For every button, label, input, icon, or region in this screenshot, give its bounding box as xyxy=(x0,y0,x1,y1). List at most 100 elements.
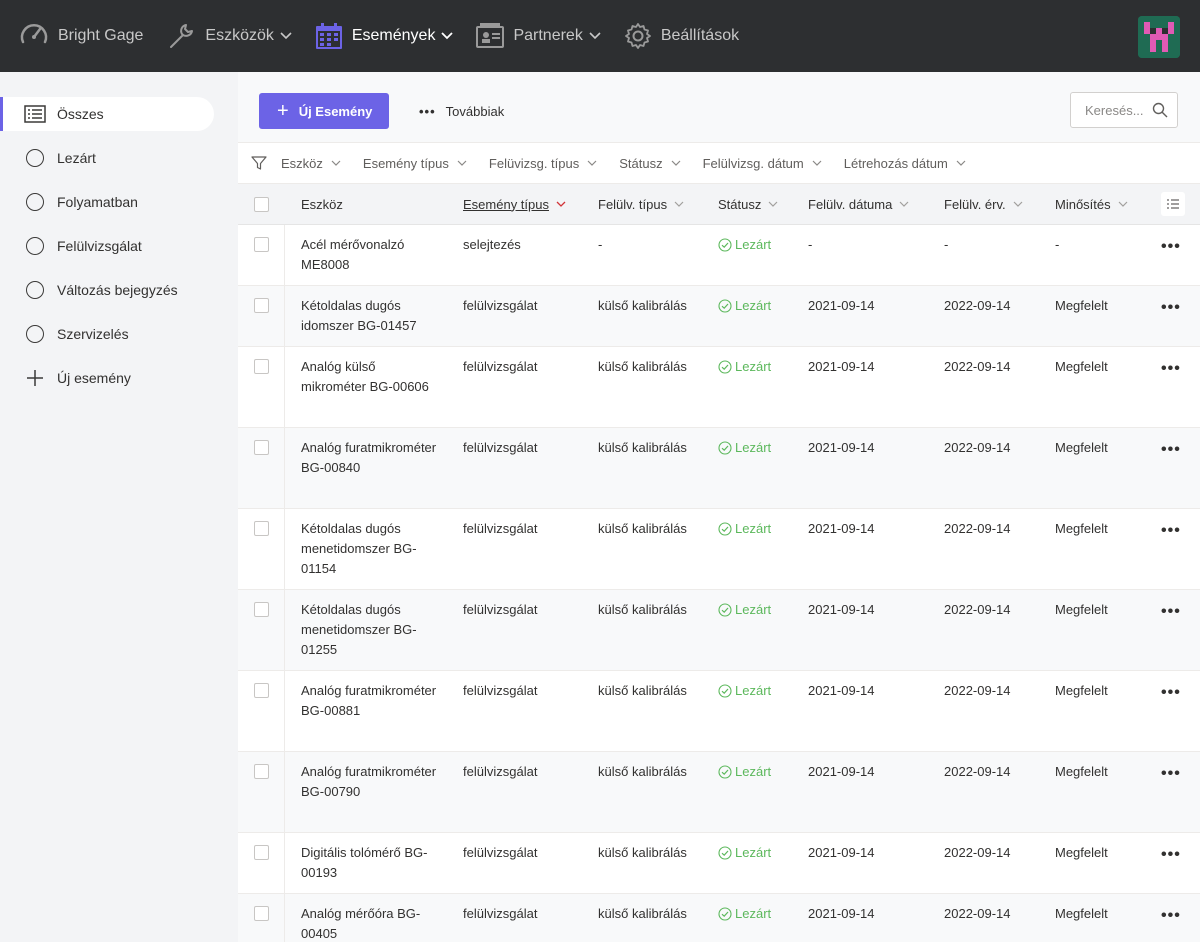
row-actions-icon[interactable]: ••• xyxy=(1161,238,1181,255)
column-header-felulv-datuma[interactable]: Felülv. dátuma xyxy=(808,184,909,224)
filter-eszkoz[interactable]: Eszköz xyxy=(281,156,341,171)
cell-valid-until: 2022-09-14 xyxy=(944,683,1011,698)
row-actions-icon[interactable]: ••• xyxy=(1161,441,1181,458)
check-circle-icon xyxy=(718,765,732,779)
search-box[interactable] xyxy=(1070,92,1178,128)
column-settings-icon[interactable] xyxy=(1161,192,1185,216)
sidebar-item-felulvizsgalat[interactable]: Felülvizsgálat xyxy=(0,229,214,263)
column-header-eszkoz[interactable]: Eszköz xyxy=(301,184,343,224)
cell-status: Lezárt xyxy=(718,357,771,377)
cell-status: Lezárt xyxy=(718,600,771,620)
cell-event-type: felülvizsgálat xyxy=(463,906,538,921)
column-header-felulv-erv[interactable]: Felülv. érv. xyxy=(944,184,1023,224)
filter-letrehozas-datum[interactable]: Létrehozás dátum xyxy=(844,156,966,171)
table-row[interactable]: Kétoldalas dugós menetidomszer BG-01255 f… xyxy=(238,590,1200,671)
row-checkbox[interactable] xyxy=(254,845,269,860)
row-checkbox[interactable] xyxy=(254,906,269,921)
cell-review-date: 2021-09-14 xyxy=(808,764,875,779)
chevron-down-icon xyxy=(457,160,467,166)
sidebar-item-label: Lezárt xyxy=(57,150,96,166)
row-actions-icon[interactable]: ••• xyxy=(1161,360,1181,377)
search-input[interactable] xyxy=(1083,93,1165,127)
row-checkbox[interactable] xyxy=(254,440,269,455)
row-actions-icon[interactable]: ••• xyxy=(1161,684,1181,701)
table-row[interactable]: Kétoldalas dugós idomszer BG-01457 felülv… xyxy=(238,286,1200,347)
toolbar: + Új Esemény ••• Továbbiak xyxy=(238,72,1200,142)
brand-name: Bright Gage xyxy=(58,27,144,44)
filter-icon[interactable] xyxy=(251,155,267,171)
row-checkbox[interactable] xyxy=(254,298,269,313)
row-actions-icon[interactable]: ••• xyxy=(1161,522,1181,539)
cell-tool: Analóg mérőóra BG-00405 xyxy=(301,906,421,941)
table-row[interactable]: Analóg furatmikrométer BG-00790 felülvizs… xyxy=(238,752,1200,833)
table-row[interactable]: Digitális tolómérő BG-00193 felülvizsgála… xyxy=(238,833,1200,894)
row-checkbox[interactable] xyxy=(254,602,269,617)
row-checkbox[interactable] xyxy=(254,764,269,779)
more-button[interactable]: ••• Továbbiak xyxy=(403,93,519,129)
cell-tool: Acél mérővonalzó ME8008 xyxy=(301,237,405,272)
cell-valid-until: 2022-09-14 xyxy=(944,764,1011,779)
table-row[interactable]: Analóg mérőóra BG-00405 felülvizsgálat kül… xyxy=(238,894,1200,942)
sidebar-item-folyamatban[interactable]: Folyamatban xyxy=(0,185,214,219)
new-event-button[interactable]: + Új Esemény xyxy=(259,93,389,129)
filter-felulvizsg-tipus[interactable]: Felüvizsg. típus xyxy=(489,156,597,171)
table-row[interactable]: Analóg furatmikrométer BG-00840 felülvizs… xyxy=(238,428,1200,509)
filter-esemeny-tipus[interactable]: Esemény típus xyxy=(363,156,467,171)
row-checkbox[interactable] xyxy=(254,683,269,698)
cell-rating: Megfelelt xyxy=(1055,845,1108,860)
nav-esemenyek[interactable]: Események xyxy=(314,0,454,72)
sidebar: Összes Lezárt Folyamatban Felülvizsgálat… xyxy=(0,72,238,942)
cell-rating: Megfelelt xyxy=(1055,440,1108,455)
cell-tool: Kétoldalas dugós idomszer BG-01457 xyxy=(301,298,417,333)
column-label: Státusz xyxy=(718,196,762,212)
user-avatar[interactable] xyxy=(1138,16,1180,58)
filter-statusz[interactable]: Státusz xyxy=(619,156,681,171)
search-icon[interactable] xyxy=(1152,102,1168,123)
sidebar-item-szervizeles[interactable]: Szervizelés xyxy=(0,317,214,351)
column-label: Felülv. érv. xyxy=(944,196,1006,212)
sidebar-item-lezart[interactable]: Lezárt xyxy=(0,141,214,175)
nav-eszkozok[interactable]: Eszközök xyxy=(167,0,292,72)
row-actions-icon[interactable]: ••• xyxy=(1161,299,1181,316)
gear-icon xyxy=(623,21,653,51)
row-actions-icon[interactable]: ••• xyxy=(1161,907,1181,924)
sidebar-item-uj-esemeny[interactable]: Új esemény xyxy=(0,361,214,395)
column-header-minosites[interactable]: Minősítés xyxy=(1055,184,1128,224)
brand-logo[interactable]: Bright Gage xyxy=(18,0,143,72)
column-header-felulv-tipus[interactable]: Felülv. típus xyxy=(598,184,684,224)
row-select-cell xyxy=(238,671,285,751)
plus-icon: + xyxy=(277,100,289,122)
table-row[interactable]: Acél mérővonalzó ME8008 selejtezés - Lezárt… xyxy=(238,225,1200,286)
cell-review-type: külső kalibrálás xyxy=(598,602,687,617)
row-actions-icon[interactable]: ••• xyxy=(1161,846,1181,863)
row-select-cell xyxy=(238,509,285,589)
sidebar-item-osszes[interactable]: Összes xyxy=(0,97,214,131)
chevron-down-icon xyxy=(812,160,822,166)
sidebar-item-label: Változás bejegyzés xyxy=(57,282,178,298)
sidebar-item-valtozas-bejegyzes[interactable]: Változás bejegyzés xyxy=(0,273,214,307)
table-row[interactable]: Analóg külső mikrométer BG-00606 felülviz… xyxy=(238,347,1200,428)
nav-label: Eszközök xyxy=(205,27,274,44)
cell-event-type: felülvizsgálat xyxy=(463,764,538,779)
cell-valid-until: 2022-09-14 xyxy=(944,440,1011,455)
table-row[interactable]: Analóg furatmikrométer BG-00881 felülvizs… xyxy=(238,671,1200,752)
column-header-esemeny-tipus[interactable]: Esemény típus xyxy=(463,184,566,224)
circle-icon xyxy=(24,147,46,169)
column-header-statusz[interactable]: Státusz xyxy=(718,184,778,224)
cell-rating: - xyxy=(1055,237,1060,252)
row-checkbox[interactable] xyxy=(254,521,269,536)
row-actions-icon[interactable]: ••• xyxy=(1161,765,1181,782)
row-checkbox[interactable] xyxy=(254,237,269,252)
filter-felulvizsg-datum[interactable]: Felülvizsg. dátum xyxy=(703,156,822,171)
chevron-down-icon xyxy=(768,201,778,207)
filter-bar: Eszköz Esemény típus Felüvizsg. típus St… xyxy=(238,142,1200,184)
chevron-down-icon xyxy=(899,201,909,207)
cell-event-type: felülvizsgálat xyxy=(463,845,538,860)
nav-partnerek[interactable]: Partnerek xyxy=(475,0,601,72)
select-all-checkbox[interactable] xyxy=(254,184,269,224)
row-checkbox[interactable] xyxy=(254,359,269,374)
list-icon xyxy=(24,103,46,125)
row-actions-icon[interactable]: ••• xyxy=(1161,603,1181,620)
nav-beallitasok[interactable]: Beállítások xyxy=(623,0,739,72)
table-row[interactable]: Kétoldalas dugós menetidomszer BG-01154 f… xyxy=(238,509,1200,590)
